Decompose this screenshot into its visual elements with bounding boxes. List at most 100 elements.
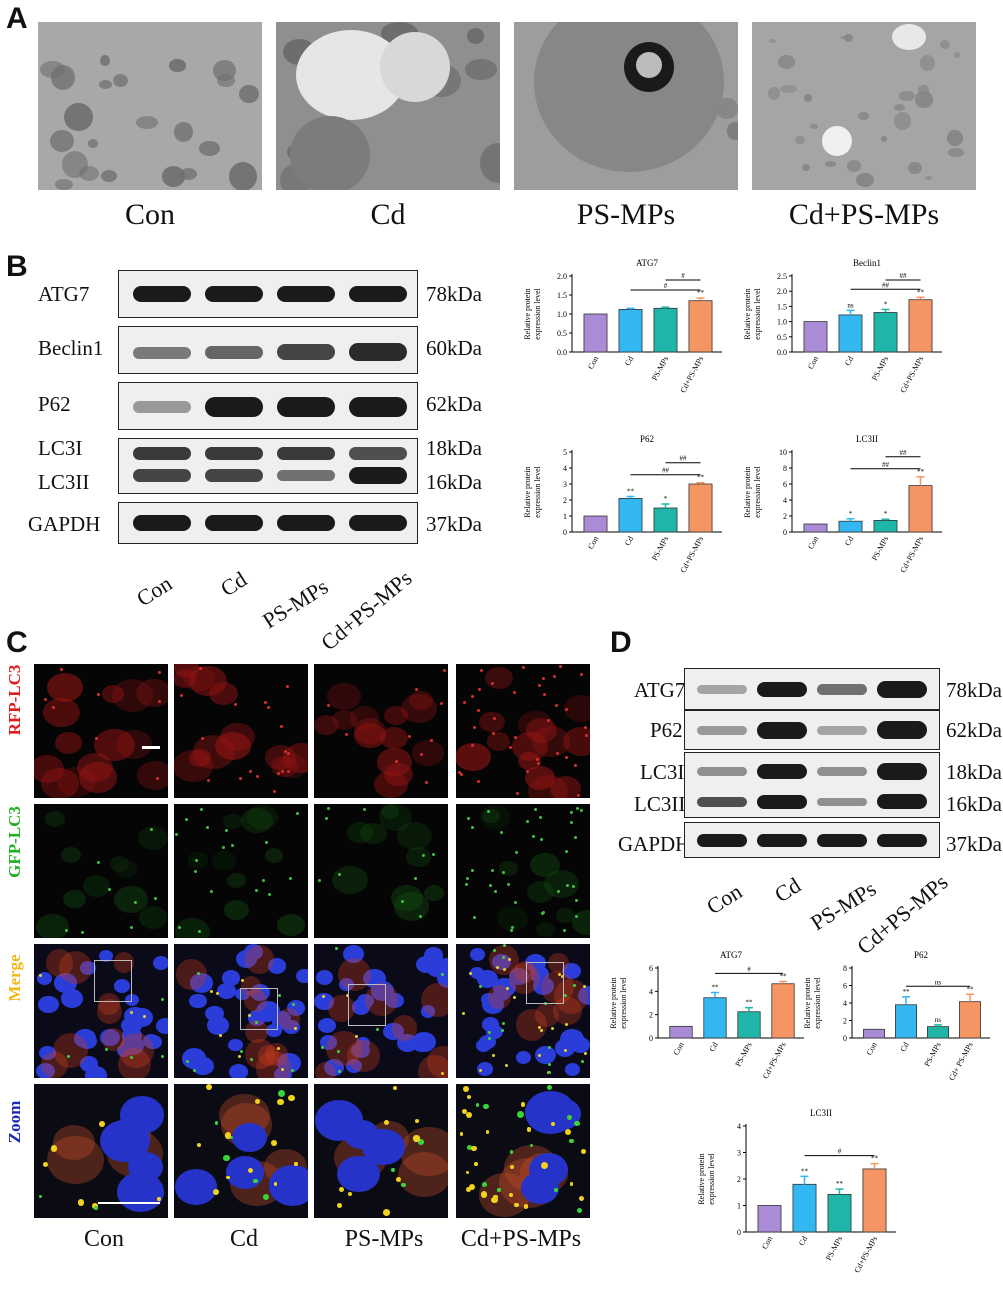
chart-y-tick-label: 4	[737, 1122, 741, 1131]
chart-y-tick-label: 2.0	[557, 272, 567, 281]
chart-x-tick-label: PS-MPs	[870, 355, 890, 382]
blot-b-label-beclin1: Beclin1	[38, 336, 104, 360]
chart-significance-mark: **	[836, 1180, 844, 1188]
blot-b-label-lc3ii: LC3II	[38, 470, 90, 494]
chart-bar	[959, 1001, 981, 1039]
chart-x-tick-label: Cd+PS-MPs	[898, 355, 925, 395]
chart-d-p62: P62 Relative protein expression level 0 2 4 6 8…	[800, 946, 1000, 1096]
chart-y-tick-label: 8	[783, 464, 787, 473]
chart-y-tick-label: 2	[783, 512, 787, 521]
blot-d-atg7	[684, 668, 940, 710]
chart-bar	[838, 314, 863, 353]
tem-caption-cd: Cd	[370, 198, 406, 231]
chart-x-tick-label: PS-MPs	[733, 1041, 753, 1068]
chart-title: ATG7	[636, 258, 658, 268]
chart-bracket-label: ##	[882, 281, 890, 289]
chart-significance-mark: *	[664, 495, 668, 503]
chart-ylabel: expression level	[753, 287, 762, 340]
fluor-tile	[174, 804, 308, 938]
fluor-col-psmps: PS-MPs	[344, 1226, 424, 1252]
chart-y-tick-label: 8	[843, 964, 847, 973]
chart-bar	[862, 1168, 887, 1233]
blot-d-lane-cd: Cd	[770, 872, 806, 908]
blot-d-label-lc3ii: LC3II	[634, 792, 686, 816]
chart-y-tick-label: 2	[563, 496, 567, 505]
fluor-tile	[34, 1084, 168, 1218]
chart-significance-mark: **	[627, 487, 635, 495]
chart-y-tick-label: 1.0	[777, 318, 787, 327]
chart-bar	[618, 309, 643, 353]
blot-b-atg7	[118, 270, 418, 318]
blot-b-lane-psmps: PS-MPs	[258, 573, 333, 634]
chart-y-tick-label: 0	[843, 1034, 847, 1043]
fluor-col-con: Con	[83, 1226, 124, 1252]
chart-bar	[669, 1025, 693, 1039]
fluor-tile	[34, 944, 168, 1078]
chart-significance-mark: **	[917, 468, 925, 476]
chart-ylabel: expression level	[813, 976, 822, 1029]
chart-significance-mark: **	[712, 984, 720, 992]
chart-ylabel: Relative protein	[697, 1153, 706, 1204]
blot-b-lc3	[118, 438, 418, 494]
chart-bar	[873, 312, 898, 353]
chart-x-tick-label: Cd	[623, 535, 635, 547]
chart-significance-mark: **	[746, 999, 754, 1007]
chart-bar	[792, 1183, 817, 1233]
chart-bar	[703, 997, 727, 1039]
fluor-tile	[456, 664, 590, 798]
panel-letter-b: B	[6, 250, 28, 283]
blot-d-label-gapdh: GAPDH	[618, 832, 691, 856]
row-label-rfp-lc3: RFP-LC3	[5, 664, 24, 736]
chart-y-tick-label: 1.0	[557, 310, 567, 319]
chart-bar	[583, 515, 608, 533]
chart-x-tick-label: Con	[672, 1041, 686, 1057]
chart-y-tick-label: 0.5	[777, 333, 787, 342]
panel-letter-c: C	[6, 626, 28, 659]
tem-caption-cdpsmps: Cd+PS-MPs	[788, 198, 940, 231]
chart-y-tick-label: 2.0	[777, 287, 787, 296]
chart-x-tick-label: Con	[806, 355, 820, 371]
chart-ylabel: expression level	[707, 1152, 716, 1205]
blot-d-p62	[684, 710, 940, 750]
chart-x-tick-label: Cd	[843, 535, 855, 547]
chart-ylabel: Relative protein	[523, 466, 532, 517]
blot-d-lane-con: Con	[702, 878, 747, 920]
chart-svg: P62 Relative protein expression level 0 1 2 3 4…	[523, 434, 722, 574]
tem-caption-psmps: PS-MPs	[576, 198, 676, 231]
chart-significance-mark: **	[780, 972, 788, 980]
blot-d-kda-p62: 62kDa	[946, 718, 1002, 742]
chart-d-lc3ii: LC3II Relative protein expression level 0 1 2…	[694, 1104, 906, 1290]
chart-bar	[771, 983, 795, 1039]
chart-b-beclin1: Beclin1 Relative protein expression level 0…	[740, 254, 952, 410]
chart-y-tick-label: 5	[563, 448, 567, 457]
chart-x-tick-label: Cd	[707, 1041, 719, 1053]
tem-image-cd	[276, 22, 500, 190]
chart-title: P62	[914, 950, 928, 960]
fluor-tile	[456, 944, 590, 1078]
blot-d-kda-lc3ii: 16kDa	[946, 792, 1002, 816]
chart-y-tick-label: 2	[737, 1175, 741, 1184]
chart-bar	[803, 523, 828, 533]
chart-b-lc3ii: LC3II Relative protein expression level 0 2 4…	[740, 430, 952, 590]
chart-x-tick-label: PS-MPs	[824, 1235, 844, 1262]
chart-x-tick-label: PS-MPs	[922, 1041, 942, 1068]
chart-bar	[583, 313, 608, 353]
chart-bracket-label: ##	[882, 461, 890, 469]
chart-y-tick-label: 1.5	[557, 291, 567, 300]
chart-significance-mark: **	[697, 474, 705, 482]
chart-significance-mark: ns	[847, 301, 854, 309]
chart-svg: ATG7 Relative protein expression level 0 2 4 6…	[609, 950, 804, 1080]
chart-significance-mark: *	[884, 300, 888, 308]
chart-bracket-label: ##	[680, 455, 688, 463]
chart-y-tick-label: 4	[843, 999, 847, 1008]
chart-y-tick-label: 2	[843, 1017, 847, 1026]
fluor-tile	[34, 804, 168, 938]
chart-significance-mark: **	[801, 1167, 809, 1175]
chart-x-tick-label: Con	[760, 1235, 774, 1251]
chart-significance-mark: **	[697, 289, 705, 297]
chart-x-tick-label: Con	[806, 535, 820, 551]
chart-bar	[618, 498, 643, 533]
chart-y-tick-label: 0.5	[557, 329, 567, 338]
chart-ylabel: Relative protein	[803, 977, 812, 1028]
chart-x-tick-label: PS-MPs	[650, 355, 670, 382]
